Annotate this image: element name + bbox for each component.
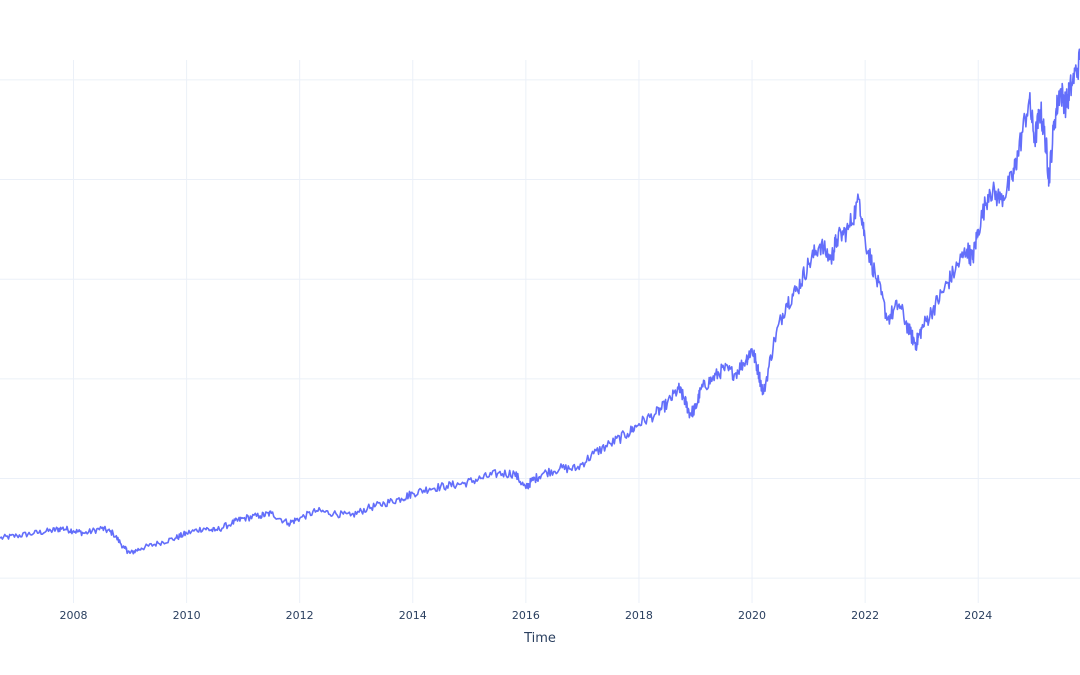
x-tick-label-5: 2018 (625, 609, 653, 622)
series-line-0 (0, 48, 1080, 555)
x-tick-label-4: 2016 (512, 609, 540, 622)
x-tick-label-2: 2012 (286, 609, 314, 622)
x-tick-label-0: 2008 (60, 609, 88, 622)
y-gridlines (0, 79, 1080, 579)
x-tick-label-3: 2014 (399, 609, 427, 622)
x-tick-label-7: 2022 (851, 609, 879, 622)
x-tick-label-6: 2020 (738, 609, 766, 622)
x-axis-title: Time (523, 631, 556, 646)
series-layer (0, 48, 1080, 555)
x-tick-label-8: 2024 (964, 609, 992, 622)
x-tick-labels: 2008 2010 2012 2014 2016 2018 2020 2022 2024 (60, 609, 993, 622)
x-gridlines (73, 60, 979, 603)
x-tick-label-1: 2010 (173, 609, 201, 622)
